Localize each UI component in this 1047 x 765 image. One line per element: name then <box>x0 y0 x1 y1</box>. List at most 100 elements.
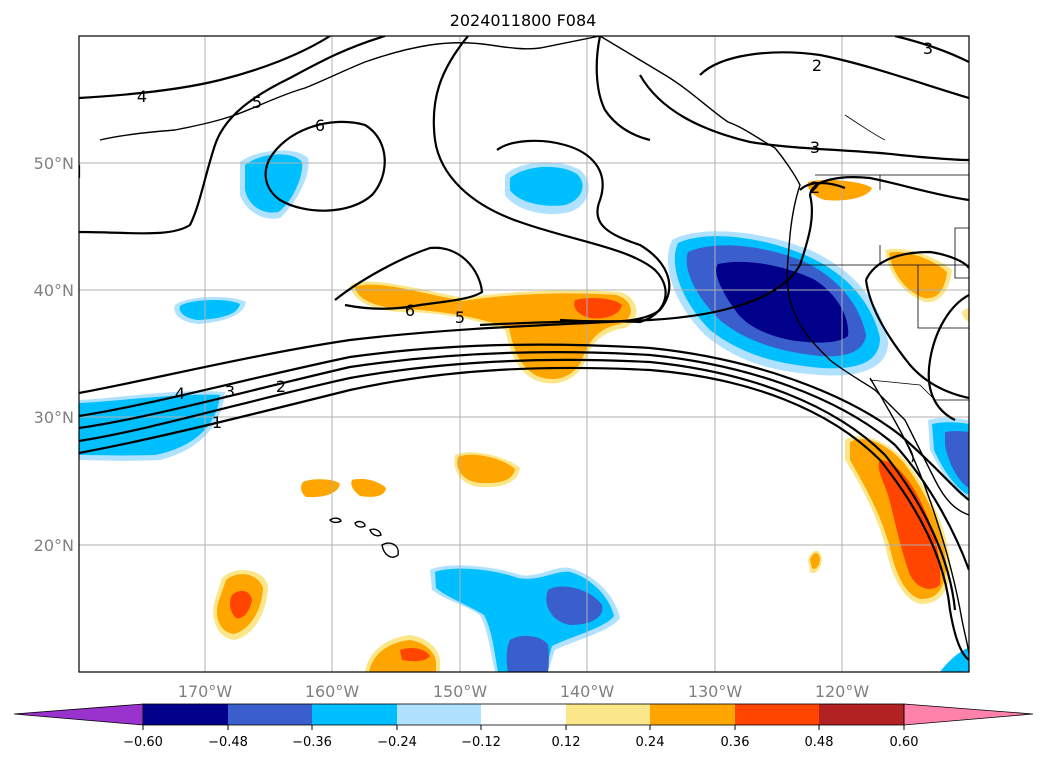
lat-labels: 50°N 40°N 30°N 20°N <box>34 154 74 555</box>
anomaly-shading <box>79 150 969 672</box>
shade-mid-blue-south-a <box>546 586 603 625</box>
shade-yellow-edge <box>962 308 969 322</box>
lat-label-30n: 30°N <box>34 408 74 427</box>
contour-3 <box>79 351 969 571</box>
lat-label-20n: 20°N <box>34 536 74 555</box>
colorbar-tick-label: −0.36 <box>292 735 332 750</box>
contour-label-6-nw: 6 <box>315 116 325 135</box>
map-frame <box>78 35 970 673</box>
colorbar-bin-1 <box>143 704 228 725</box>
coast-alaska-south <box>429 36 601 50</box>
colorbar-tick-label: −0.24 <box>377 735 417 750</box>
contour-label-4-nw: 4 <box>137 87 147 106</box>
coast-hawaii-4 <box>381 542 399 558</box>
colorbar-bin-3 <box>312 704 397 725</box>
coastlines <box>99 36 969 656</box>
shade-cyan-se-bottom <box>940 648 969 672</box>
shade-cyan-nw <box>245 154 303 213</box>
shade-cyan-ne <box>510 166 583 206</box>
lat-label-40n: 40°N <box>34 281 74 300</box>
coast-hawaii-3 <box>369 528 382 537</box>
shade-orange-hi-3 <box>351 478 386 497</box>
coast-aleutians <box>99 44 431 141</box>
lon-label-170w: 170°W <box>178 682 233 701</box>
coast-hawaii-2 <box>354 520 366 528</box>
colorbar-bin-4 <box>397 704 481 725</box>
shade-orange-hi-2 <box>301 479 340 498</box>
contour-11 <box>496 139 671 323</box>
contour-label-5-nw: 5 <box>252 93 262 112</box>
contour-20 <box>799 181 846 191</box>
colorbar-tick-label: 0.24 <box>636 735 665 750</box>
shade-orange-38n <box>355 284 631 380</box>
contour-15 <box>894 36 969 63</box>
colorbar-tick-label: 0.60 <box>890 735 919 750</box>
lon-label-120w: 120°W <box>815 682 870 701</box>
contour-label-6-mid: 6 <box>405 301 415 320</box>
contour-label-3-top: 3 <box>923 39 933 58</box>
contour-label-1-west: 1 <box>212 413 222 432</box>
colorbar-bin-6 <box>566 704 650 725</box>
contour-18 <box>864 279 969 400</box>
contour-label-2-coast: 2 <box>810 178 820 197</box>
shade-dark-blue-westcoast <box>716 261 849 343</box>
shade-red-mexico <box>878 460 941 589</box>
lat-label-50n: 50°N <box>34 154 74 173</box>
colorbar-bin-2 <box>228 704 312 725</box>
contours <box>79 36 969 661</box>
contour-label-5-mid: 5 <box>455 308 465 327</box>
colorbar-bin-9 <box>819 704 904 725</box>
contour-6 <box>334 246 484 310</box>
shade-red-bottom <box>400 648 430 662</box>
contour-17 <box>864 250 969 281</box>
contour-5 <box>79 176 969 395</box>
contour-7 <box>79 36 386 235</box>
plot-title: 2024011800 F084 <box>450 11 597 30</box>
contour-4 <box>79 343 969 501</box>
colorbar-tick-label: −0.48 <box>208 735 248 750</box>
colorbar-ticks <box>142 725 905 730</box>
contour-label-2-ne: 2 <box>812 56 822 75</box>
shade-cyan-small-inner <box>179 300 240 320</box>
colorbar-extend-high <box>903 703 1034 726</box>
lon-label-160w: 160°W <box>305 682 360 701</box>
lon-label-140w: 140°W <box>560 682 615 701</box>
colorbar-tick-label: −0.60 <box>123 735 163 750</box>
contour-16 <box>927 294 969 421</box>
contour-1 <box>79 366 969 661</box>
colorbar-tick-label: 0.12 <box>552 735 581 750</box>
colorbar-tick-label: −0.12 <box>461 735 501 750</box>
contour-12 <box>595 36 651 142</box>
lon-label-130w: 130°W <box>688 682 743 701</box>
colorbar-tick-label: 0.36 <box>721 735 750 750</box>
contour-label-3-ne: 3 <box>810 138 820 157</box>
lon-label-150w: 150°W <box>433 682 488 701</box>
colorbar-extend-low <box>13 703 144 726</box>
colorbar-tick-label: 0.48 <box>805 735 834 750</box>
shade-red-38n <box>574 297 622 319</box>
contour-14 <box>639 74 969 162</box>
coast-north-america <box>599 36 969 516</box>
colorbar-bin-8 <box>735 704 819 725</box>
contour-labels: 4 5 6 2 3 6 5 4 3 2 1 2 3 <box>137 39 933 432</box>
coast-mexico-west <box>904 439 969 656</box>
contour-label-4-west: 4 <box>175 384 185 403</box>
lon-labels: 170°W 160°W 150°W 140°W 130°W 120°W <box>178 682 870 701</box>
colorbar: −0.60 −0.48 −0.36 −0.24 −0.12 0.12 0.24 … <box>13 703 1034 750</box>
shade-orange-speck <box>810 553 820 569</box>
shade-mid-blue-se <box>945 431 969 488</box>
shade-red-15n <box>229 590 252 619</box>
contour-label-2-west: 2 <box>276 377 286 396</box>
coast-hawaii-1 <box>329 517 342 524</box>
contour-13 <box>699 51 969 100</box>
contour-8 <box>79 36 331 100</box>
contour-label-3-west: 3 <box>225 382 235 401</box>
colorbar-bin-5 <box>481 704 566 725</box>
contour-9 <box>264 120 386 212</box>
contour-2 <box>79 358 957 611</box>
colorbar-bin-7 <box>650 704 735 725</box>
shade-orange-north <box>807 180 872 201</box>
shade-mid-blue-south-b <box>506 635 549 672</box>
map-area: 4 5 6 2 3 6 5 4 3 2 1 2 3 <box>79 36 969 672</box>
